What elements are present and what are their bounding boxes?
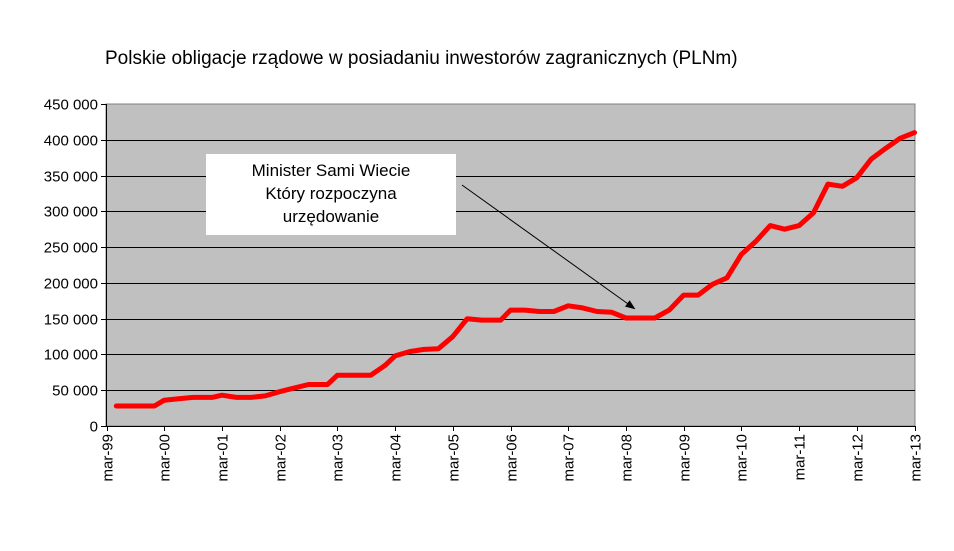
x-tick-label: mar-99 xyxy=(100,434,117,482)
x-tick-label: mar-02 xyxy=(273,434,290,482)
y-tick-label: 400 000 xyxy=(44,133,98,150)
annotation-arrow xyxy=(461,184,636,310)
annotation-line: urzędowanie xyxy=(282,207,380,226)
x-tick-label: mar-10 xyxy=(734,434,751,482)
y-tick-label: 450 000 xyxy=(44,97,98,114)
annotation-box: Minister Sami Wiecie Który rozpoczyna ur… xyxy=(206,154,456,235)
annotation-line: Minister Sami Wiecie xyxy=(251,161,411,180)
x-tick-label: mar-00 xyxy=(157,434,174,482)
series-line xyxy=(113,130,917,409)
x-tick-label: mar-03 xyxy=(330,434,347,482)
y-tick-label: 100 000 xyxy=(44,347,98,364)
annotation-line: Który rozpoczyna xyxy=(265,184,397,203)
y-tick-label: 350 000 xyxy=(44,169,98,186)
x-tick-label: mar-11 xyxy=(792,434,809,480)
x-tick-label: mar-12 xyxy=(850,434,867,482)
x-tick-label: mar-06 xyxy=(504,434,521,482)
y-tick-label: 300 000 xyxy=(44,204,98,221)
y-tick-label: 50 000 xyxy=(52,383,98,400)
plot-area xyxy=(105,103,916,427)
x-tick-label: mar-04 xyxy=(388,434,405,482)
x-tick-label: mar-01 xyxy=(215,434,232,482)
x-tick-label: mar-05 xyxy=(446,434,463,482)
x-tick-label: mar-08 xyxy=(619,434,636,482)
y-tick-label: 150 000 xyxy=(44,312,98,329)
y-tick-label: 250 000 xyxy=(44,240,98,257)
y-tick-label: 200 000 xyxy=(44,276,98,293)
chart-title: Polskie obligacje rządowe w posiadaniu i… xyxy=(105,48,738,69)
x-tick-label: mar-07 xyxy=(561,434,578,482)
y-tick-label: 0 xyxy=(90,419,98,436)
x-tick-label: mar-13 xyxy=(908,434,925,482)
x-tick-label: mar-09 xyxy=(677,434,694,482)
